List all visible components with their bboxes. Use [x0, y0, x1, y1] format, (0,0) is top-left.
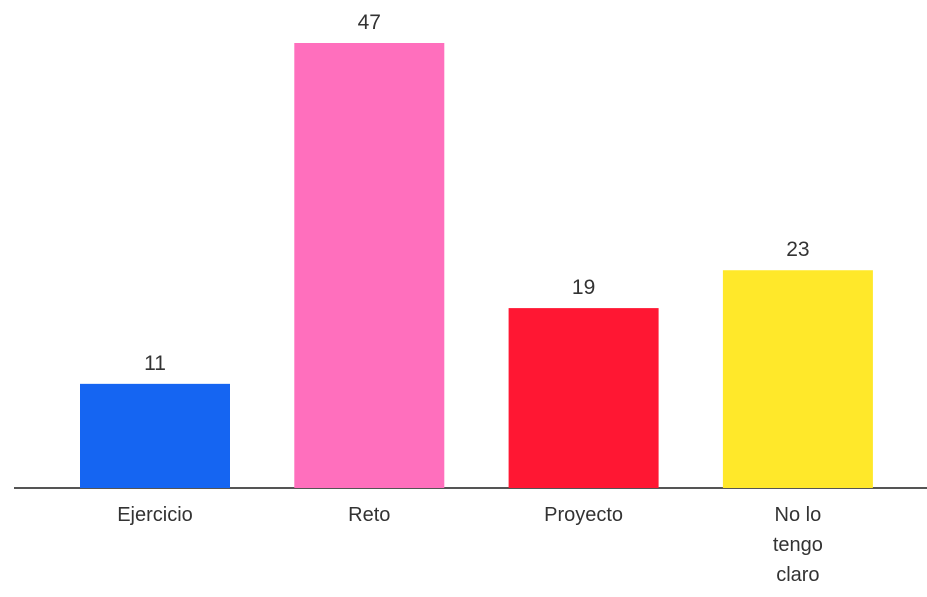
x-tick-label: Reto: [348, 504, 391, 526]
value-label: 11: [144, 351, 166, 375]
bar: [294, 43, 445, 488]
x-tick-label: Ejercicio: [117, 504, 193, 526]
bar: [508, 308, 659, 488]
bar: [722, 270, 873, 488]
value-label: 23: [786, 238, 810, 262]
x-tick-label: Proyecto: [544, 504, 624, 526]
x-tick-label: No lo tengo claro: [772, 504, 823, 586]
value-label: 47: [357, 11, 381, 34]
bar: [80, 383, 230, 488]
value-label: 19: [571, 276, 596, 300]
